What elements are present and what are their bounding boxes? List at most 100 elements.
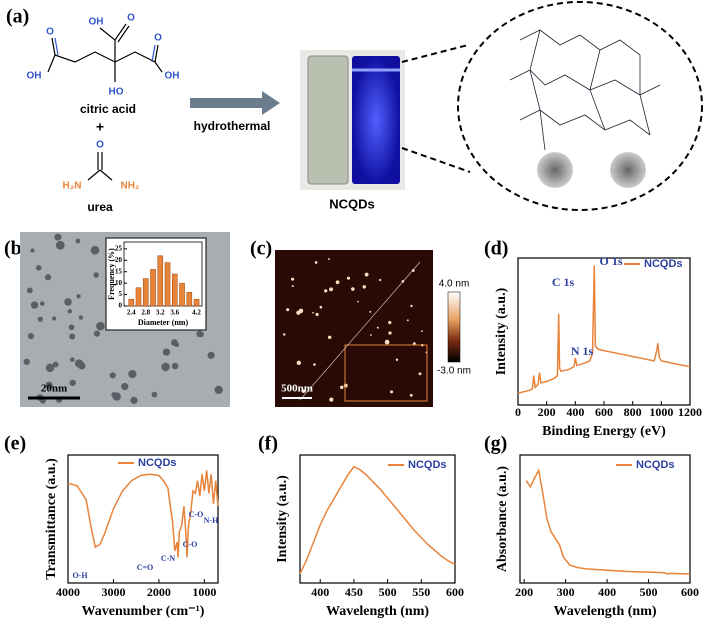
y-axis-label: Absorbance (a.u.) <box>495 466 510 573</box>
x-tick-label: 1000 <box>192 585 216 599</box>
nanoparticle <box>343 383 348 388</box>
y-axis-label: Intensity (a.u.) <box>494 287 509 375</box>
nanoparticle <box>369 310 372 313</box>
nanoparticle <box>312 311 314 314</box>
x-axis-label: Binding Energy (eV) <box>542 424 666 439</box>
x-axis-label: Diameter (nm) <box>138 318 189 327</box>
nanoparticle <box>370 334 372 336</box>
nanoparticle <box>30 301 39 309</box>
bar <box>172 273 178 307</box>
nanoparticle <box>112 392 121 401</box>
nanoparticle <box>96 321 105 331</box>
annotation: C 1s <box>552 275 575 289</box>
panel-label: (c) <box>250 238 272 260</box>
legend-label: NCQDs <box>644 258 683 270</box>
citric-acid-structure <box>47 23 163 181</box>
panel-label: (f) <box>258 433 278 455</box>
x-tick-label: 500 <box>379 585 397 599</box>
annotation: O 1s <box>599 254 622 268</box>
plot-frame <box>299 454 456 584</box>
atom-label: OH <box>27 71 42 82</box>
bar <box>135 287 142 307</box>
bar <box>164 262 171 307</box>
panel-label: (a) <box>6 6 29 28</box>
nanoparticle <box>161 362 170 372</box>
nanoparticle <box>409 393 413 397</box>
x-tick-label: 200 <box>515 585 533 599</box>
nanoparticle <box>75 238 81 244</box>
annotation: N 1s <box>571 344 594 358</box>
bar <box>142 278 149 307</box>
x-tick-label: 1000 <box>649 405 673 419</box>
x-tick-label: 550 <box>412 585 430 599</box>
x-tick-label: 400 <box>311 585 329 599</box>
zoom <box>401 1 703 211</box>
y-axis-label: Intensity (a.u.) <box>275 475 290 563</box>
legend-label: NCQDs <box>408 459 447 471</box>
nanoparticle <box>418 372 422 376</box>
nanoparticle <box>376 326 379 329</box>
x-tick-label: 600 <box>681 585 699 599</box>
x-tick-label: 3.2 <box>156 309 165 317</box>
annotation: C=O <box>137 563 154 572</box>
annotation: C-O <box>183 540 198 549</box>
nanoparticle <box>411 269 415 272</box>
y-axis-label: Transmittance (a.u.) <box>44 458 59 580</box>
x-tick-label: 400 <box>598 585 616 599</box>
nanoparticle <box>379 278 382 282</box>
nanoparticle <box>121 382 129 391</box>
nanoparticle <box>319 305 323 309</box>
nanoparticle <box>298 308 304 314</box>
y-tick-label: 0 <box>119 302 123 310</box>
reactant-name: citric acid <box>80 102 136 116</box>
nanoparticle <box>286 308 290 312</box>
x-tick-label: 3.6 <box>170 309 179 317</box>
plot-frame <box>519 454 691 584</box>
nanoparticle <box>357 300 359 303</box>
nanoparticle <box>362 285 367 289</box>
atom-label: O <box>46 27 54 38</box>
nanoparticle <box>52 361 59 368</box>
x-tick-label: 2.4 <box>127 309 136 317</box>
nanoparticle <box>390 390 394 394</box>
bar <box>186 292 193 307</box>
x-tick-label: 800 <box>624 405 642 419</box>
x-tick-label: 4.2 <box>192 309 201 317</box>
nanoparticle <box>74 359 84 368</box>
atom-label: O <box>96 140 104 151</box>
x-axis-label: Wavelength (nm) <box>326 604 429 619</box>
nanoparticle <box>207 351 215 359</box>
y-tick-label: 10 <box>115 279 123 287</box>
nanoparticle <box>384 339 390 345</box>
nanoparticle <box>301 389 306 393</box>
nanoparticle <box>283 333 286 336</box>
nanoparticle <box>37 316 43 322</box>
x-tick-label: 3000 <box>101 585 125 599</box>
colorbar-label: -3.0 nm <box>437 366 471 377</box>
nanoparticle <box>313 363 316 366</box>
nanoparticle <box>346 276 351 280</box>
panel-label: (g) <box>484 433 507 455</box>
legend-label: NCQDs <box>138 457 177 469</box>
nanoparticle <box>76 294 81 299</box>
nanoparticle <box>328 258 330 260</box>
nanoparticle <box>70 357 75 362</box>
nanoparticle <box>291 277 295 281</box>
x-tick-label: 600 <box>595 405 613 419</box>
bar <box>128 298 135 307</box>
legend-label: NCQDs <box>636 459 675 471</box>
scale-bar-label: 20nm <box>41 383 67 395</box>
atom-label: OH <box>165 71 180 82</box>
arrow-label: hydrothermal <box>194 119 271 133</box>
profile-line <box>299 261 421 401</box>
y-tick-label: 25 <box>115 244 123 252</box>
x-tick-label: 400 <box>566 405 584 419</box>
atom-label: HO <box>109 87 124 98</box>
y-tick-label: 15 <box>115 267 123 275</box>
nanoparticle <box>23 358 30 365</box>
nanoparticle <box>68 324 75 331</box>
scale-bar-label: 500nm <box>281 383 313 395</box>
atom-label: O <box>154 33 162 44</box>
nanoparticle <box>291 285 294 288</box>
